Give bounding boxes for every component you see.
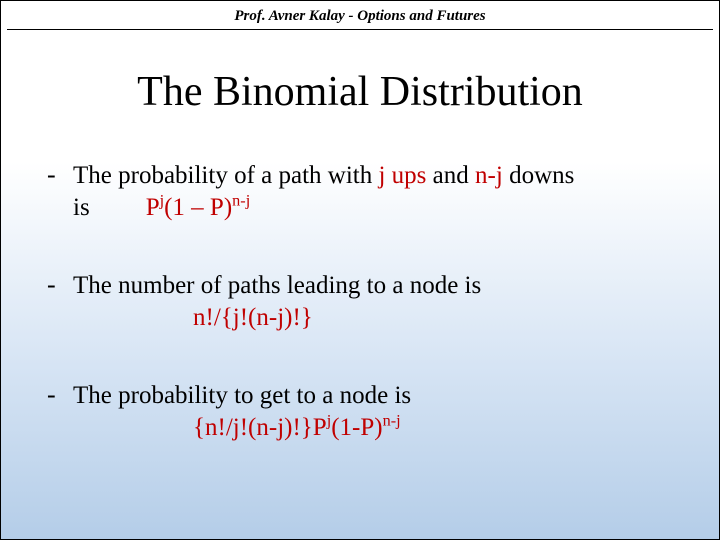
text-run: is	[73, 194, 90, 221]
text-run: The probability of a path with	[73, 162, 378, 189]
formula-superscript: n-j	[232, 192, 250, 210]
formula-part: P	[146, 194, 160, 221]
formula-part: {n!/j!(n-j)!}P	[193, 414, 327, 441]
header-text: Prof. Avner Kalay - Options and Futures	[234, 8, 485, 24]
text-run: and	[426, 162, 475, 189]
bullet-item: - The number of paths leading to a node …	[47, 270, 685, 334]
formula: Pj(1 – P)n-j	[90, 194, 251, 221]
bullet-body: The number of paths leading to a node is…	[73, 270, 481, 334]
slide-header: Prof. Avner Kalay - Options and Futures	[7, 1, 713, 30]
highlight-run: j ups	[378, 162, 426, 189]
slide-content: - The probability of a path with j ups a…	[1, 160, 719, 444]
formula: n!/{j!(n-j)!}	[73, 302, 481, 334]
bullet-item: - The probability to get to a node is {n…	[47, 380, 685, 444]
bullet-dash: -	[47, 270, 73, 300]
bullet-dash: -	[47, 380, 73, 410]
formula: {n!/j!(n-j)!}Pj(1-P)n-j	[73, 412, 411, 444]
highlight-run: n-j	[475, 162, 503, 189]
bullet-dash: -	[47, 160, 73, 190]
formula-part: (1 – P)	[164, 194, 232, 221]
bullet-body: The probability of a path with j ups and…	[73, 160, 574, 224]
formula-superscript: n-j	[383, 412, 401, 430]
bullet-item: - The probability of a path with j ups a…	[47, 160, 685, 224]
text-run: The number of paths leading to a node is	[73, 272, 481, 299]
text-run: The probability to get to a node is	[73, 382, 411, 409]
text-run: downs	[503, 162, 575, 189]
formula-part: (1-P)	[331, 414, 382, 441]
bullet-body: The probability to get to a node is {n!/…	[73, 380, 411, 444]
slide-title: The Binomial Distribution	[1, 68, 719, 116]
